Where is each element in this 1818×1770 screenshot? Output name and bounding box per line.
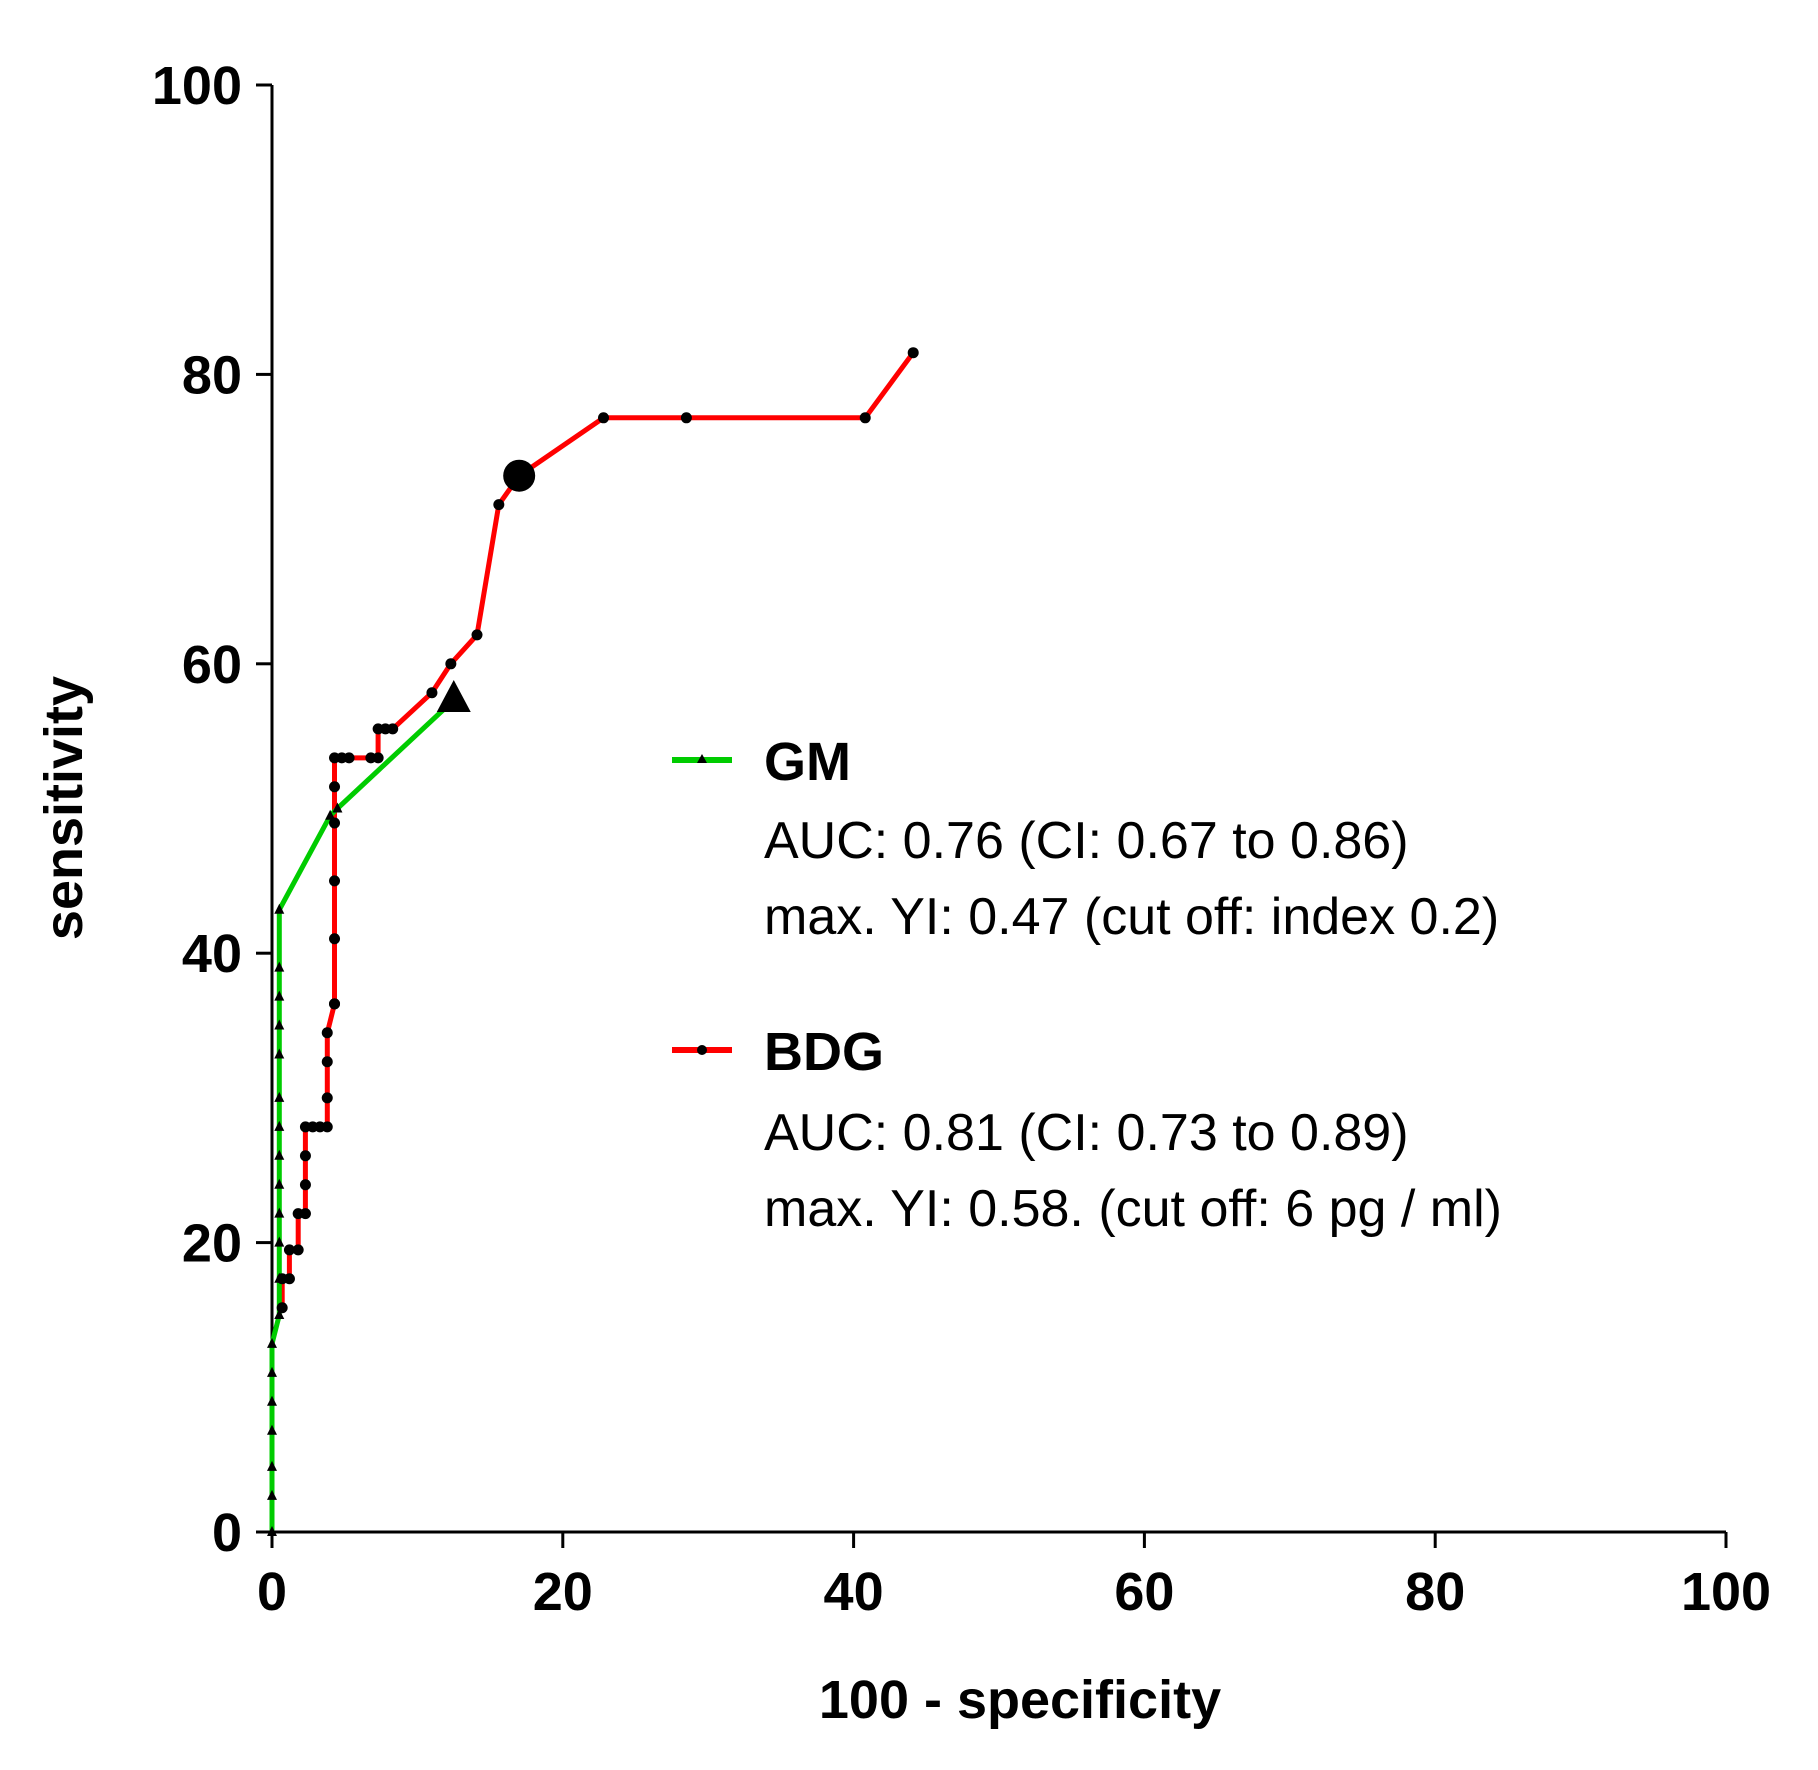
point-gm [274,1149,285,1160]
point-bdg [329,998,341,1010]
point-bdg [321,1121,333,1133]
y-tick-label-0: 0 [212,1503,242,1563]
point-gm [267,1460,277,1471]
x-tick-label-40: 40 [824,1562,884,1622]
point-bdg [493,499,505,511]
point-bdg [859,412,871,424]
y-axis-title: sensitivity [34,676,94,940]
point-gm [267,1395,277,1406]
point-bdg [329,933,341,945]
legend-auc-gm: AUC: 0.76 (CI: 0.67 to 0.86) [764,812,1409,870]
legend-item-gm: GM AUC: 0.76 (CI: 0.67 to 0.86) max. YI:… [672,732,1499,946]
x-tick-label-60: 60 [1114,1562,1174,1622]
series-layer [267,347,919,1536]
point-gm [267,1366,277,1377]
y-tick-label-60: 60 [182,635,242,695]
legend-auc-bdg: AUC: 0.81 (CI: 0.73 to 0.89) [764,1104,1409,1162]
axes [270,85,1726,1534]
point-bdg [329,781,341,793]
point-gm [267,1424,277,1435]
max-yi-marker-gm [436,679,471,712]
point-bdg [907,347,919,359]
point-gm [274,990,285,1001]
point-gm [274,1120,285,1131]
point-bdg [329,875,341,887]
point-bdg [426,687,438,699]
point-bdg [343,752,355,764]
point-bdg [321,1027,333,1039]
point-bdg [445,658,457,670]
series-line-gm [269,698,456,1532]
max-yi-marker-bdg [503,459,536,492]
point-bdg [299,1150,311,1162]
legend-label-bdg: BDG [764,1022,884,1082]
y-tick-label-20: 20 [182,1214,242,1274]
y-tick-label-40: 40 [182,924,242,984]
point-bdg [471,629,483,641]
point-gm [325,809,336,820]
point-gm [267,1337,277,1348]
tick-marks [256,83,1728,1548]
point-bdg [321,1056,333,1068]
y-tick-label-80: 80 [182,345,242,405]
point-gm [267,1526,277,1536]
point-gm [274,1048,285,1059]
x-tick-label-0: 0 [257,1562,287,1622]
y-tick-label-100: 100 [152,56,242,116]
legend-marker-bdg [697,1045,707,1055]
series-points-gm [267,679,471,1536]
point-bdg [372,752,384,764]
point-bdg [292,1244,304,1256]
point-gm [274,903,285,914]
x-tick-label-80: 80 [1405,1562,1465,1622]
point-gm [274,1272,285,1283]
legend-item-bdg: BDG AUC: 0.81 (CI: 0.73 to 0.89) max. YI… [672,1022,1502,1238]
point-bdg [598,412,610,424]
legend-yi-gm: max. YI: 0.47 (cut off: index 0.2) [764,888,1499,946]
point-gm [274,1236,285,1247]
point-bdg [680,412,692,424]
x-axis-title: 100 - specificity [819,1670,1221,1730]
point-gm [274,1308,285,1319]
point-gm [274,1091,285,1102]
point-gm [274,961,285,972]
point-bdg [321,1092,333,1104]
legend-label-gm: GM [764,732,851,792]
point-gm [274,1178,285,1189]
point-gm [267,1489,277,1500]
point-gm [274,1207,285,1218]
point-gm [274,1019,285,1030]
x-tick-label-100: 100 [1681,1562,1771,1622]
x-tick-label-20: 20 [533,1562,593,1622]
point-bdg [283,1244,295,1256]
point-bdg [299,1208,311,1220]
series-points-bdg [276,347,919,1314]
tick-labels: 0 20 40 60 80 100 0 20 40 60 80 100 [152,56,1771,1622]
legend-marker-gm [697,754,707,763]
series-gm [269,698,456,1532]
point-bdg [329,817,341,829]
point-bdg [283,1273,295,1285]
point-bdg [387,723,399,735]
point-bdg [299,1179,311,1191]
legend-yi-bdg: max. YI: 0.58. (cut off: 6 pg / ml) [764,1180,1502,1238]
point-gm [332,802,343,813]
legend: GM AUC: 0.76 (CI: 0.67 to 0.86) max. YI:… [672,732,1502,1238]
